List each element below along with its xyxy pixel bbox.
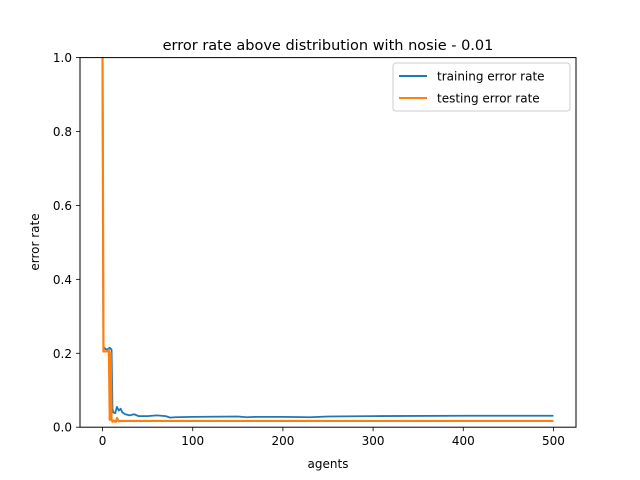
series-line-2 — [101, 57, 554, 423]
x-axis-ticks: 0 100 200 300 400 500 — [99, 427, 565, 448]
chart-title: error rate above distribution with nosie… — [163, 38, 494, 54]
x-tick-label: 500 — [542, 434, 565, 448]
legend-label-1: training error rate — [437, 70, 545, 84]
y-tick-label: 0.2 — [53, 347, 72, 361]
y-tick-label: 0.8 — [53, 125, 72, 139]
legend-box — [392, 62, 571, 112]
legend: training error rate testing error rate — [392, 62, 571, 112]
x-axis-label: agents — [308, 457, 349, 471]
y-tick-label: 1.0 — [53, 51, 72, 65]
series-line-1 — [101, 57, 554, 419]
plot-frame — [79, 57, 577, 428]
legend-label-2: testing error rate — [437, 92, 540, 106]
y-axis-label: error rate — [28, 213, 42, 270]
x-tick-label: 200 — [271, 434, 294, 448]
x-tick-label: 400 — [452, 434, 475, 448]
y-tick-label: 0.4 — [53, 273, 72, 287]
x-tick-label: 100 — [181, 434, 204, 448]
x-tick-label: 300 — [362, 434, 385, 448]
x-tick-label: 0 — [99, 434, 107, 448]
y-tick-label: 0.0 — [53, 421, 72, 435]
plot-series — [101, 57, 554, 423]
y-axis-ticks: 0.0 0.2 0.4 0.6 0.8 1.0 — [53, 51, 80, 435]
y-tick-label: 0.6 — [53, 199, 72, 213]
